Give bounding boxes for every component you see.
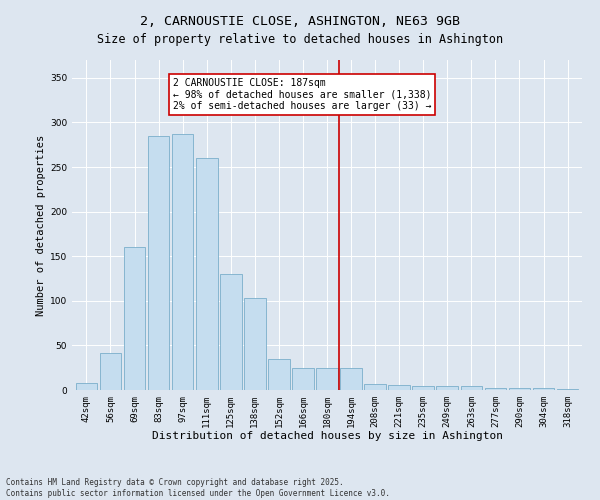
Bar bbox=[485, 388, 506, 390]
Y-axis label: Number of detached properties: Number of detached properties bbox=[36, 134, 46, 316]
Text: Size of property relative to detached houses in Ashington: Size of property relative to detached ho… bbox=[97, 32, 503, 46]
Text: 2 CARNOUSTIE CLOSE: 187sqm
← 98% of detached houses are smaller (1,338)
2% of se: 2 CARNOUSTIE CLOSE: 187sqm ← 98% of deta… bbox=[173, 78, 431, 111]
Bar bbox=[461, 386, 482, 390]
Bar bbox=[436, 386, 458, 390]
Bar bbox=[124, 248, 145, 390]
Text: 2, CARNOUSTIE CLOSE, ASHINGTON, NE63 9GB: 2, CARNOUSTIE CLOSE, ASHINGTON, NE63 9GB bbox=[140, 15, 460, 28]
Bar bbox=[148, 136, 169, 390]
Bar bbox=[244, 298, 266, 390]
Bar bbox=[292, 368, 314, 390]
Bar bbox=[196, 158, 218, 390]
Bar bbox=[557, 389, 578, 390]
Bar bbox=[316, 368, 338, 390]
Bar bbox=[533, 388, 554, 390]
Bar bbox=[364, 384, 386, 390]
Text: Contains HM Land Registry data © Crown copyright and database right 2025.
Contai: Contains HM Land Registry data © Crown c… bbox=[6, 478, 390, 498]
Bar bbox=[172, 134, 193, 390]
Bar bbox=[412, 386, 434, 390]
Bar bbox=[220, 274, 242, 390]
X-axis label: Distribution of detached houses by size in Ashington: Distribution of detached houses by size … bbox=[151, 432, 503, 442]
Bar bbox=[268, 359, 290, 390]
Bar bbox=[340, 368, 362, 390]
Bar bbox=[76, 383, 97, 390]
Bar bbox=[388, 384, 410, 390]
Bar bbox=[100, 352, 121, 390]
Bar bbox=[509, 388, 530, 390]
